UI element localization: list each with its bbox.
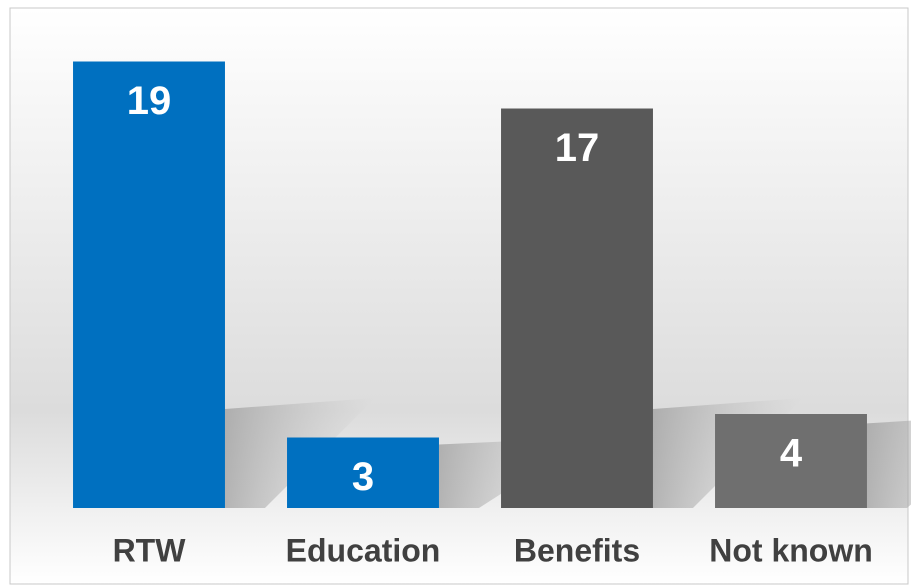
bar bbox=[287, 437, 439, 508]
value-label: 4 bbox=[780, 432, 803, 476]
x-tick-label: Benefits bbox=[514, 532, 640, 568]
x-tick-label: Not known bbox=[709, 532, 873, 568]
bar bbox=[715, 414, 867, 508]
x-tick-label: RTW bbox=[113, 532, 187, 568]
bar bbox=[501, 108, 653, 508]
value-label: 3 bbox=[352, 455, 374, 499]
bar-shadow bbox=[866, 420, 911, 508]
value-label: 17 bbox=[555, 126, 600, 170]
x-tick-label: Education bbox=[286, 532, 441, 568]
bar bbox=[73, 61, 225, 508]
value-label: 19 bbox=[127, 79, 172, 123]
